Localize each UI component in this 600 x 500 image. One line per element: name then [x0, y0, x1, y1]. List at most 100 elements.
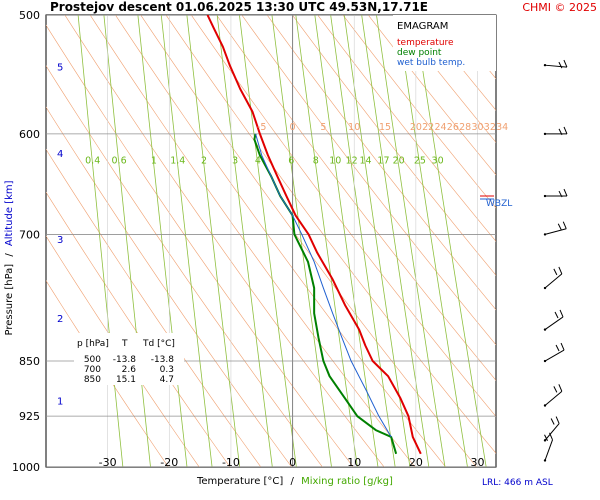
mixing-ratio-label: 12 [346, 156, 358, 167]
dry-adiabat-line [537, 0, 600, 499]
wbzl-marker: WBZL [480, 195, 512, 209]
dry-adiabat-line [46, 148, 262, 467]
mixing-ratio-label: 14 [360, 156, 372, 167]
mixing-ratio-line [330, 15, 396, 467]
dry-adiabat-line [46, 24, 354, 467]
wind-barb-flag [553, 386, 558, 393]
dry-adiabat-label: 34 [496, 122, 508, 133]
mixing-ratio-line [271, 15, 332, 467]
wind-barb-flag [563, 59, 568, 68]
wind-barb-flag [553, 268, 558, 276]
table-cell: -13.8 [113, 355, 137, 365]
altitude-tick-label: 4 [57, 149, 63, 160]
table-header-td: Td [°C] [142, 339, 175, 349]
dry-adiabat-line [586, 0, 600, 499]
dry-adiabat-line [241, 15, 496, 346]
dry-adiabat-label: 5 [320, 122, 326, 133]
dry-adiabat-line [266, 15, 496, 311]
mixing-ratio-label: 0.4 [85, 156, 100, 167]
wind-barb-shaft [544, 273, 563, 289]
legend-temperature: temperature [397, 38, 454, 48]
dry-adiabat-line [46, 235, 200, 467]
wind-barb-shaft [544, 64, 567, 68]
table-cell: 500 [84, 355, 101, 365]
dry-adiabat-line [216, 15, 496, 381]
dry-adiabat-label: 22 [422, 122, 434, 133]
chart-title: Prostejov descent 01.06.2025 13:30 UTC 4… [50, 0, 428, 14]
y-axis-altitude-label: Altitude [km] [4, 180, 15, 246]
wind-barb-flag [544, 434, 548, 441]
table-background [74, 333, 184, 385]
wind-barb-flag [550, 418, 555, 425]
dry-adiabat-line [512, 0, 600, 499]
table-header-p: p [hPa] [77, 339, 109, 349]
series-line-wet-bulb-temp- [255, 133, 392, 438]
mixing-ratio-label: 1 [151, 156, 157, 167]
dry-adiabat-line [46, 280, 169, 467]
mixing-ratio-line [103, 15, 151, 467]
temperature-tick-label: 0 [289, 456, 296, 469]
mixing-ratio-label: 17 [377, 156, 389, 167]
wind-barb-flag [555, 416, 560, 424]
x-axis-title: Temperature [°C] / Mixing ratio [g/kg] [196, 476, 393, 487]
wbzl-label: WBZL [486, 199, 512, 209]
temperature-tick-label: 20 [409, 456, 423, 469]
mixing-ratio-line [413, 15, 487, 467]
dry-adiabat-line [140, 15, 477, 467]
mixing-ratio-line [314, 15, 379, 467]
wind-barb-flag [558, 190, 563, 198]
wind-barb-flag [563, 188, 568, 197]
dry-adiabat-line [561, 0, 600, 499]
legend-dewpoint: dew point [397, 48, 442, 58]
dry-adiabat-line [64, 15, 385, 467]
dry-adiabat-label: -5 [257, 122, 266, 133]
dry-adiabat-line [342, 15, 496, 209]
dry-adiabat-label: 24 [434, 122, 446, 133]
lrl-label: LRL: 466 m ASL [482, 478, 553, 488]
mixing-ratio-line [343, 15, 411, 467]
altitude-tick-label: 3 [57, 235, 63, 246]
dry-adiabat-label: 20 [410, 122, 422, 133]
mixing-ratio-line [239, 15, 297, 467]
table-cell: 2.6 [122, 365, 137, 375]
table-cell: 850 [84, 375, 101, 385]
dry-adiabat-line [46, 191, 231, 467]
table-cell: 4.7 [160, 375, 174, 385]
dry-adiabat-line [165, 15, 496, 454]
legend-box [393, 15, 496, 71]
y-axis-title: Pressure [hPa] / Altitude [km] [4, 180, 15, 335]
dry-adiabat-label: 28 [459, 122, 471, 133]
wind-barb-flag [558, 61, 563, 69]
dry-adiabat-line [317, 15, 496, 242]
temperature-tick-label: 30 [471, 456, 485, 469]
temperature-tick-label: 10 [347, 456, 361, 469]
y-axis-pressure-label: Pressure [hPa] [4, 264, 15, 336]
table-header-t: T [121, 339, 128, 349]
mixing-ratio-line [361, 15, 430, 467]
wind-barb-flag [549, 432, 553, 440]
mixing-ratio-label: 6 [288, 156, 294, 167]
mixing-ratio-label: 20 [393, 156, 405, 167]
temperature-tick-label: -10 [222, 456, 240, 469]
dry-adiabat-line [367, 15, 496, 176]
altitude-tick-label: 2 [57, 314, 63, 325]
wind-barb-shaft [544, 423, 560, 441]
dry-adiabat-line [443, 15, 496, 80]
pressure-tick-label: 600 [19, 128, 40, 141]
altitude-tick-label: 5 [57, 62, 63, 73]
dry-adiabat-label: 26 [447, 122, 459, 133]
plot-area [45, 14, 497, 468]
mixing-ratio-label: 1.4 [170, 156, 185, 167]
wind-barb-shaft [544, 316, 564, 330]
x-axis-separator: / [291, 476, 295, 487]
y-axis-separator: / [4, 253, 15, 257]
wind-barb-shaft [544, 228, 567, 235]
temperature-tick-label: -30 [99, 456, 117, 469]
mixing-ratio-line [216, 15, 273, 467]
series-line-temperature [206, 15, 422, 455]
mixing-ratio-line [137, 15, 188, 467]
wind-barb-flag [560, 342, 565, 351]
x-axis-temperature-label: Temperature [°C] [196, 476, 283, 487]
wind-barb-shaft [544, 390, 563, 406]
